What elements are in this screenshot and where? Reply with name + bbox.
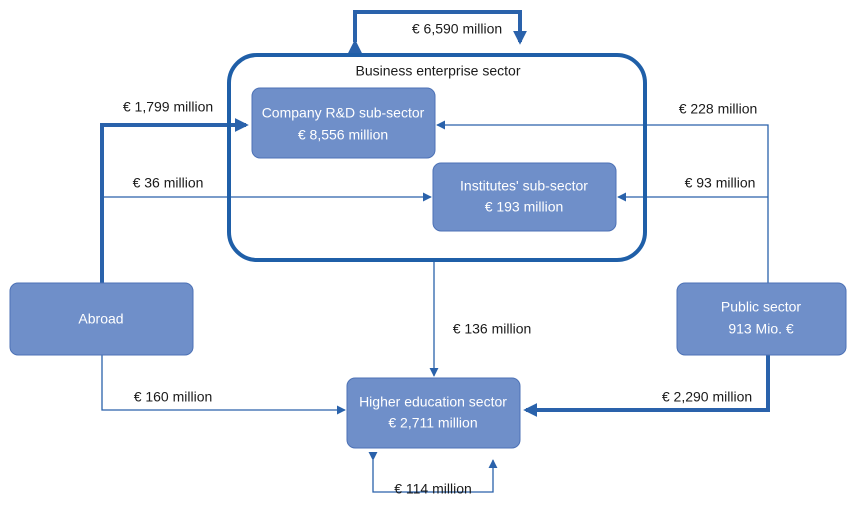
node-label: Institutes' sub-sector xyxy=(460,178,588,194)
arrow xyxy=(436,120,769,283)
node xyxy=(432,162,617,232)
node xyxy=(676,282,847,356)
arrow xyxy=(101,355,346,415)
node-label: € 193 million xyxy=(485,199,564,215)
node-label: 913 Mio. € xyxy=(728,321,794,337)
flow-label: € 6,590 million xyxy=(412,21,502,37)
flow-label: € 136 million xyxy=(453,321,532,337)
arrow xyxy=(100,118,249,283)
arrows xyxy=(100,10,770,493)
node-label: Public sector xyxy=(721,299,801,315)
sector-frame xyxy=(227,53,647,262)
node-label: € 8,556 million xyxy=(298,127,388,143)
node xyxy=(251,87,436,159)
flow-label: € 160 million xyxy=(134,389,213,405)
node xyxy=(346,377,521,449)
node-label: Higher education sector xyxy=(359,394,507,410)
flow-label: € 114 million xyxy=(394,481,472,497)
node-label: Company R&D sub-sector xyxy=(262,105,425,121)
flow-label: € 1,799 million xyxy=(123,99,213,115)
sector-label: Business enterprise sector xyxy=(356,63,521,79)
flow-label: € 2,290 million xyxy=(662,389,752,405)
node xyxy=(9,282,194,356)
arrow xyxy=(523,355,770,417)
flow-label: € 228 million xyxy=(679,101,758,117)
node-label: Abroad xyxy=(78,311,123,327)
arrow xyxy=(348,10,527,54)
flow-label: € 36 million xyxy=(133,175,204,191)
arrow xyxy=(368,451,498,493)
flow-label: € 93 million xyxy=(685,175,756,191)
node-label: € 2,711 million xyxy=(388,415,477,431)
